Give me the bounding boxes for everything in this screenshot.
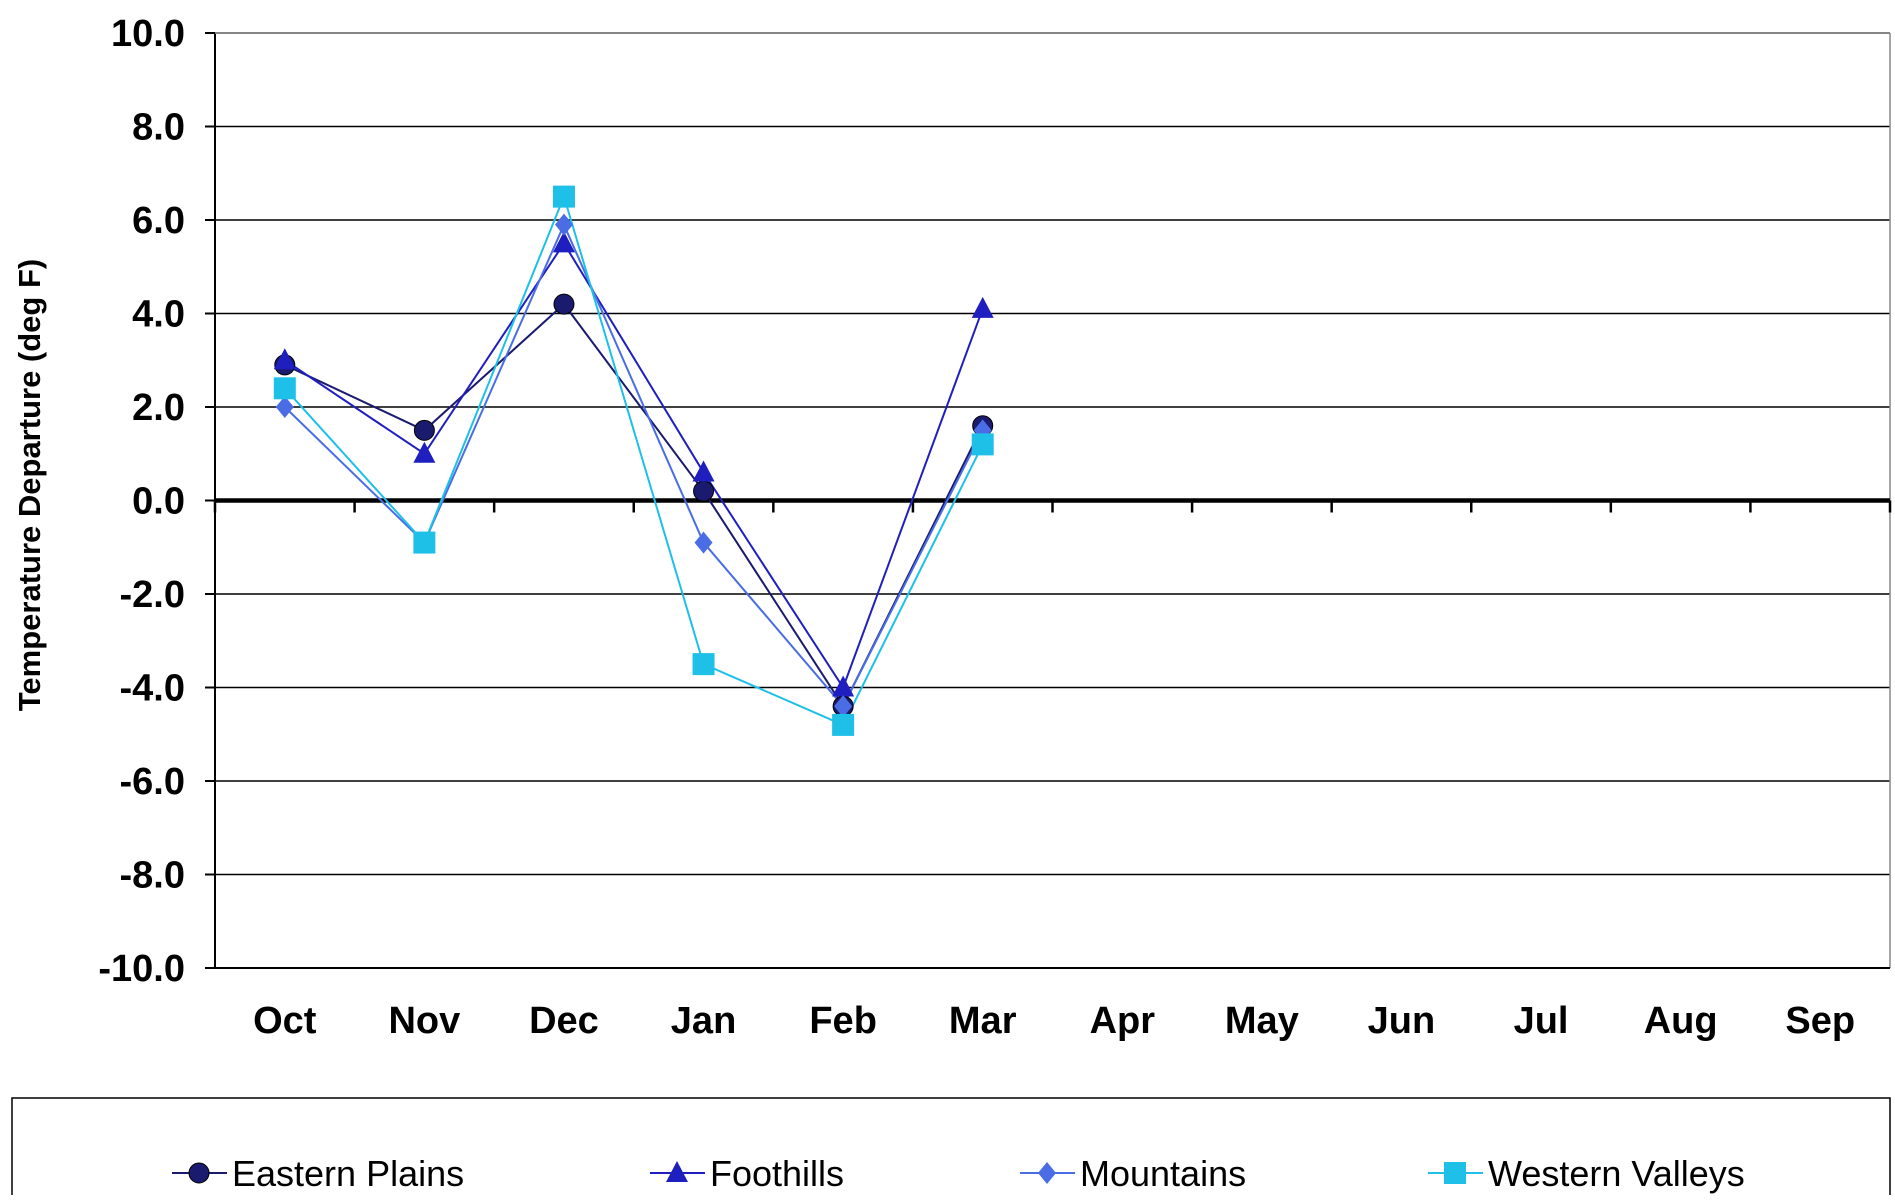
y-tick-label: -4.0 — [120, 668, 185, 710]
y-tick-label: 8.0 — [132, 107, 185, 149]
y-tick-label: 2.0 — [132, 387, 185, 429]
y-tick-label: 4.0 — [132, 294, 185, 336]
data-point — [553, 293, 575, 315]
x-tick-label: Mar — [949, 1000, 1017, 1042]
x-tick-label: Jul — [1514, 1000, 1569, 1042]
legend-entry-label: Foothills — [710, 1153, 844, 1194]
y-tick-label: -10.0 — [98, 948, 185, 990]
data-point — [554, 213, 573, 236]
x-tick-label: Feb — [809, 1000, 877, 1042]
y-tick-label: -2.0 — [120, 574, 185, 616]
data-point — [273, 377, 296, 400]
y-tick-label: 10.0 — [111, 13, 185, 55]
y-axis-label: Temperature Departure (deg F) — [12, 259, 47, 711]
legend: Eastern Plains Foothills Mountains Western … — [11, 1097, 1891, 1199]
data-point — [832, 675, 855, 697]
x-tick-label: Oct — [253, 1000, 317, 1042]
x-tick-label: Jun — [1368, 1000, 1436, 1042]
series-line — [284, 241, 984, 690]
x-tick-label: Sep — [1785, 1000, 1855, 1042]
data-point — [694, 531, 713, 554]
y-tick-label: -8.0 — [120, 855, 185, 897]
data-point — [413, 531, 436, 554]
x-tick-label: Nov — [388, 1000, 460, 1042]
data-point — [413, 419, 435, 441]
y-tick-label: 0.0 — [132, 481, 185, 523]
legend-marker — [666, 1161, 688, 1182]
legend-entry-label: Western Valleys — [1488, 1153, 1745, 1194]
x-tick-label: Dec — [529, 1000, 599, 1042]
data-point — [832, 713, 855, 736]
data-point — [971, 296, 994, 318]
x-tick-label: Jan — [671, 1000, 736, 1042]
legend-entry-label: Eastern Plains — [232, 1153, 464, 1194]
legend-entry-label: Mountains — [1080, 1153, 1246, 1194]
data-point — [692, 460, 715, 482]
data-point — [552, 185, 575, 208]
x-tick-label: Apr — [1090, 1000, 1156, 1042]
data-point — [693, 480, 715, 502]
data-point — [834, 695, 853, 718]
y-tick-label: 6.0 — [132, 200, 185, 242]
data-point — [275, 396, 294, 418]
x-tick-label: Aug — [1644, 1000, 1718, 1042]
y-tick-label: -6.0 — [120, 761, 185, 803]
legend-marker — [188, 1162, 210, 1184]
data-point — [413, 441, 436, 463]
axes: 10.0 8.0 6.0 4.0 2.0 0.0 -2.0 -4.0 -6.0 -8.0 -10.0… — [98, 13, 1892, 1042]
series-line — [284, 222, 984, 708]
data-point — [692, 653, 715, 676]
data-point — [273, 348, 296, 370]
legend-marker — [1444, 1162, 1466, 1184]
x-tick-label: May — [1225, 1000, 1299, 1042]
legend-marker — [1038, 1162, 1056, 1184]
series-group — [273, 185, 994, 736]
legend-box — [11, 1097, 1891, 1199]
data-point — [552, 231, 575, 253]
data-point — [971, 433, 994, 456]
series-line — [284, 193, 984, 727]
